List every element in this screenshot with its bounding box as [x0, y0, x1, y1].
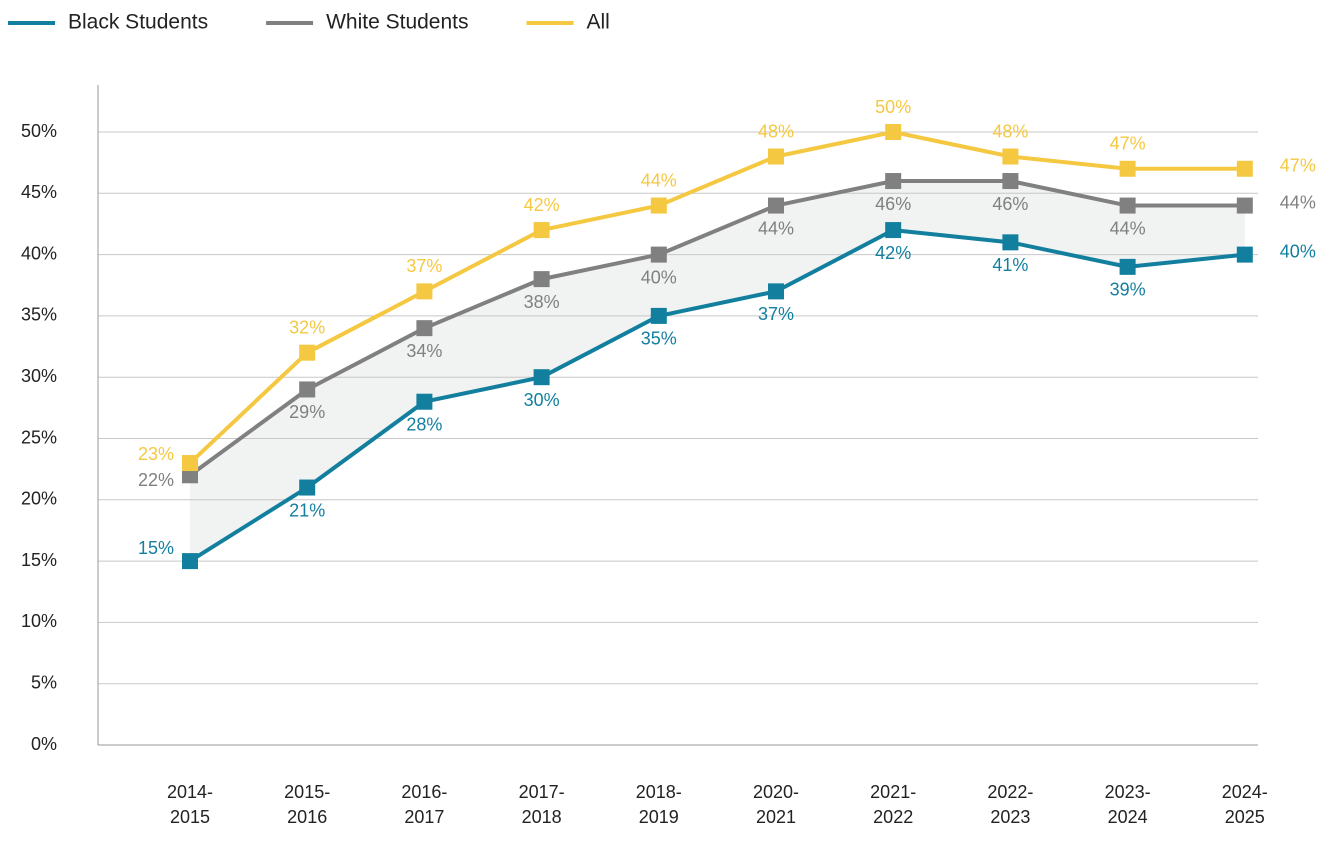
data-label: 40% — [641, 267, 677, 287]
point-marker — [416, 320, 433, 337]
y-tick-label: 0% — [31, 734, 57, 754]
data-label: 39% — [1110, 280, 1146, 300]
x-tick-label: 2014-2015 — [167, 782, 213, 827]
y-tick-label: 15% — [21, 550, 57, 570]
data-label: 46% — [875, 194, 911, 214]
series-line — [188, 130, 1245, 465]
legend-label: All — [587, 11, 610, 34]
point-marker — [299, 381, 316, 398]
point-marker — [885, 124, 902, 140]
data-label: 42% — [875, 243, 911, 263]
band-layer — [190, 181, 1245, 562]
point-marker — [768, 197, 784, 214]
y-tick-label: 30% — [21, 366, 57, 386]
series-line — [188, 228, 1246, 563]
data-label: 22% — [138, 470, 174, 490]
point-marker — [1002, 173, 1019, 190]
point-marker — [533, 369, 550, 386]
point-marker — [650, 197, 667, 214]
point-marker — [1002, 234, 1019, 251]
point-marker — [533, 271, 550, 288]
series-line — [188, 179, 1245, 477]
data-label: 44% — [641, 170, 677, 190]
data-label: 47% — [1280, 156, 1316, 176]
data-label: 47% — [1110, 134, 1146, 154]
point-marker — [1236, 246, 1253, 263]
y-tick-label: 45% — [21, 182, 57, 202]
point-marker — [1002, 148, 1019, 165]
point-marker — [885, 173, 902, 190]
y-tick-label: 50% — [21, 121, 57, 141]
data-label: 28% — [406, 414, 442, 434]
data-label: 42% — [524, 195, 560, 215]
data-label: 44% — [1110, 218, 1146, 238]
data-label: 37% — [406, 256, 442, 276]
data-label: 46% — [992, 194, 1028, 214]
x-tick-label: 2022-2023 — [987, 782, 1033, 827]
y-tick-label: 25% — [21, 427, 57, 447]
data-label: 48% — [758, 121, 794, 141]
gap-band — [190, 181, 1245, 562]
point-marker — [1119, 258, 1136, 275]
point-marker — [1236, 160, 1253, 177]
point-marker — [533, 222, 550, 239]
x-tick-label: 2018-2019 — [636, 782, 682, 827]
point-marker — [650, 246, 667, 263]
y-tick-label: 20% — [21, 489, 57, 509]
point-marker — [885, 222, 902, 239]
y-tick-label: 5% — [31, 672, 57, 692]
x-tick-label: 2016-2017 — [401, 782, 447, 827]
point-marker — [1236, 197, 1253, 214]
data-label: 30% — [524, 390, 560, 410]
point-marker — [650, 307, 667, 324]
data-label: 32% — [289, 317, 325, 337]
point-marker — [182, 455, 198, 472]
x-tick-label: 2023-2024 — [1105, 782, 1151, 827]
point-marker — [1119, 160, 1136, 177]
data-label: 38% — [524, 292, 560, 312]
point-marker — [768, 283, 784, 300]
x-tick-label: 2015-2016 — [284, 782, 330, 827]
point-marker — [416, 393, 433, 410]
point-marker — [768, 148, 784, 165]
point-marker — [182, 553, 198, 570]
y-tick-label: 35% — [21, 305, 57, 325]
x-tick-label: 2017-2018 — [519, 782, 565, 827]
point-marker — [299, 479, 316, 496]
data-label: 35% — [641, 329, 677, 349]
data-label: 29% — [289, 402, 325, 422]
data-label: 37% — [758, 304, 794, 324]
data-label: 40% — [1280, 241, 1316, 261]
y-tick-label: 10% — [21, 611, 57, 631]
y-tick-label: 40% — [21, 243, 57, 263]
data-label: 34% — [406, 341, 442, 361]
data-label: 23% — [138, 444, 174, 464]
data-label: 21% — [289, 500, 325, 520]
x-tick-label: 2024-2025 — [1222, 782, 1268, 827]
point-marker — [182, 467, 198, 484]
data-label: 44% — [1280, 192, 1316, 212]
data-label: 41% — [992, 255, 1028, 275]
x-tick-label: 2020-2021 — [753, 782, 799, 827]
point-marker — [1119, 197, 1136, 214]
data-label: 50% — [875, 97, 911, 117]
legend-label: Black Students — [68, 11, 208, 34]
legend-label: White Students — [326, 11, 468, 34]
point-marker — [416, 283, 433, 300]
data-label: 15% — [138, 538, 174, 558]
point-marker — [299, 344, 316, 361]
data-label: 48% — [992, 121, 1028, 141]
x-tick-label: 2021-2022 — [870, 782, 916, 827]
data-label: 44% — [758, 218, 794, 238]
